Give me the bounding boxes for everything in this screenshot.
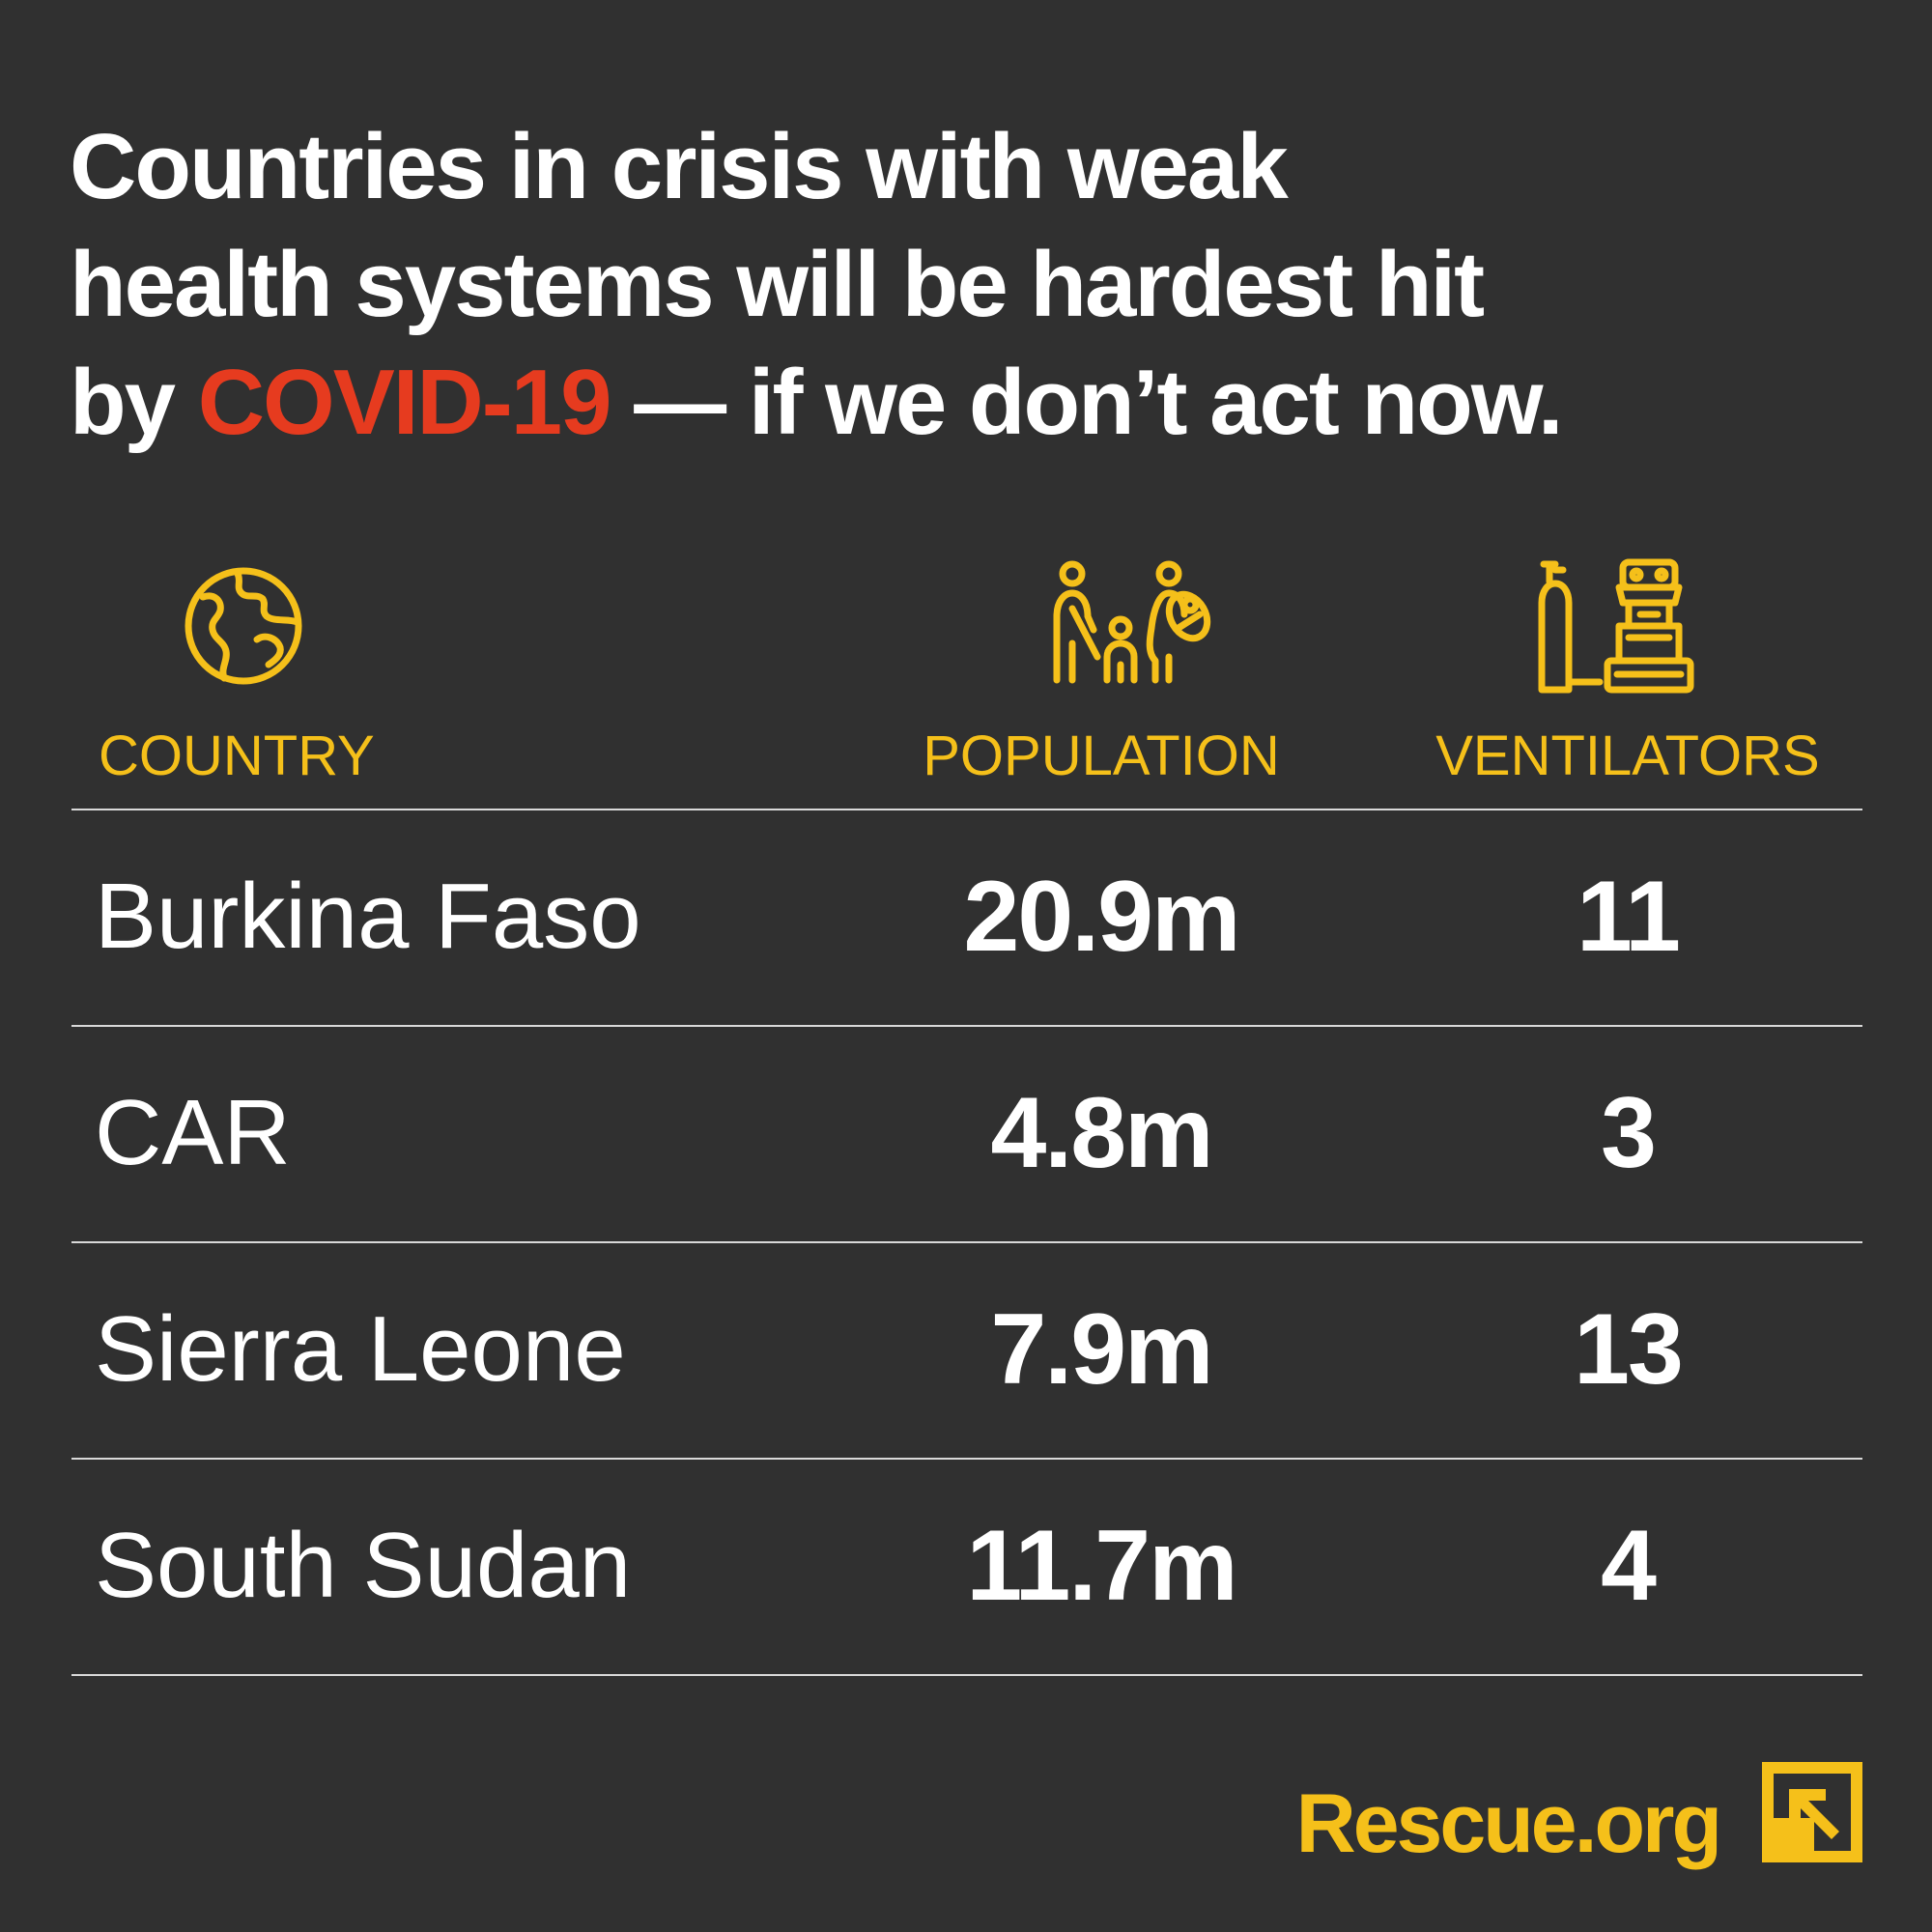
ventilators-cell: 4 bbox=[1601, 1510, 1657, 1622]
ventilators-cell: 11 bbox=[1577, 861, 1681, 973]
country-cell: CAR bbox=[95, 1081, 291, 1184]
table-divider bbox=[71, 809, 1862, 810]
globe-icon bbox=[182, 564, 305, 688]
table-divider bbox=[71, 1025, 1862, 1027]
headline: Countries in crisis with weak health sys… bbox=[70, 108, 1828, 462]
population-cell: 20.9m bbox=[963, 861, 1241, 973]
ventilator-oxygen-tank-icon bbox=[1534, 556, 1698, 696]
population-cell: 7.9m bbox=[990, 1293, 1213, 1406]
headline-line-3: by COVID-19 — if we don’t act now. bbox=[70, 344, 1828, 462]
headline-covid-accent: COVID-19 bbox=[197, 351, 612, 454]
ventilators-cell: 3 bbox=[1601, 1077, 1657, 1189]
table-divider bbox=[71, 1458, 1862, 1460]
people-family-icon bbox=[1043, 560, 1217, 688]
column-header-ventilators: VENTILATORS bbox=[1435, 724, 1820, 787]
country-cell: South Sudan bbox=[95, 1514, 632, 1617]
headline-line-3-suffix: — if we don’t act now. bbox=[610, 351, 1563, 454]
column-header-country: COUNTRY bbox=[99, 724, 375, 787]
country-cell: Burkina Faso bbox=[95, 865, 641, 968]
population-cell: 11.7m bbox=[966, 1510, 1237, 1622]
headline-line-3-prefix: by bbox=[70, 351, 198, 454]
population-cell: 4.8m bbox=[990, 1077, 1213, 1189]
table-divider bbox=[71, 1241, 1862, 1243]
table-row: CAR 4.8m 3 bbox=[71, 1026, 1862, 1240]
headline-line-1: Countries in crisis with weak bbox=[70, 115, 1289, 218]
table-divider bbox=[71, 1674, 1862, 1676]
headline-line-2: health systems will be hardest hit bbox=[70, 233, 1485, 336]
table-row: South Sudan 11.7m 4 bbox=[71, 1459, 1862, 1673]
brand-link[interactable]: Rescue.org bbox=[1295, 1777, 1722, 1870]
ventilators-cell: 13 bbox=[1574, 1293, 1684, 1406]
irc-arrow-logo-icon bbox=[1762, 1762, 1862, 1862]
table-row: Sierra Leone 7.9m 13 bbox=[71, 1242, 1862, 1457]
country-cell: Sierra Leone bbox=[95, 1297, 626, 1401]
column-header-population: POPULATION bbox=[923, 724, 1280, 787]
table-row: Burkina Faso 20.9m 11 bbox=[71, 810, 1862, 1024]
